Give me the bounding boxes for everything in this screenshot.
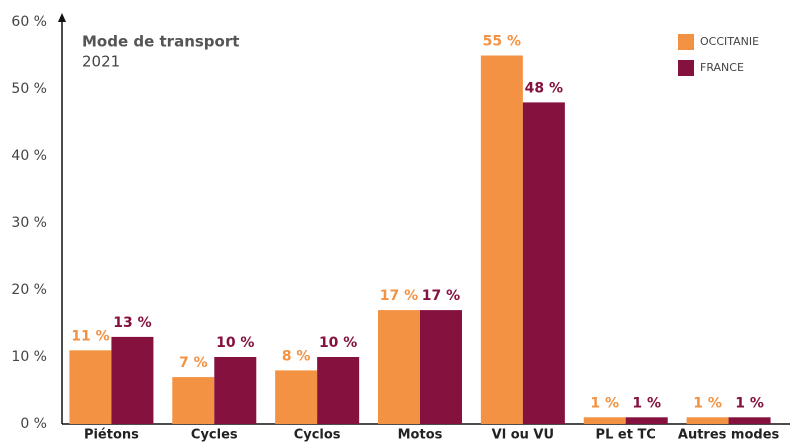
bar (686, 417, 729, 424)
value-label: 17 % (422, 288, 460, 304)
bar (214, 357, 257, 424)
bar (111, 336, 154, 424)
x-tick-label: Cyclos (294, 428, 341, 443)
y-tick-label: 10 % (11, 349, 47, 365)
bar (625, 417, 668, 424)
y-axis-arrow (58, 13, 66, 22)
value-label: 10 % (216, 335, 254, 351)
value-label: 17 % (380, 288, 418, 304)
bar (69, 350, 112, 424)
value-label: 1 % (693, 395, 722, 411)
y-tick-label: 40 % (11, 148, 47, 164)
y-tick-label: 50 % (11, 81, 47, 97)
legend-label: FRANCE (700, 61, 744, 74)
chart-subtitle: 2021 (82, 53, 120, 71)
x-tick-label: Cycles (191, 428, 238, 443)
x-tick-label: Autres modes (678, 428, 780, 443)
value-label: 48 % (525, 80, 563, 96)
bar (728, 417, 771, 424)
x-tick-label: PL et TC (596, 428, 656, 443)
legend-swatch (678, 60, 694, 76)
value-label: 1 % (590, 395, 619, 411)
bar (420, 310, 462, 424)
y-tick-label: 30 % (11, 215, 47, 231)
bar (172, 377, 215, 424)
value-label: 8 % (282, 348, 311, 364)
value-label: 11 % (71, 328, 109, 344)
y-tick-label: 0 % (20, 416, 47, 432)
value-label: 1 % (632, 395, 661, 411)
value-label: 13 % (113, 315, 151, 331)
bar (522, 102, 565, 425)
bar (480, 55, 523, 424)
value-label: 1 % (735, 395, 764, 411)
x-tick-label: Vl ou VU (492, 428, 554, 443)
y-tick-label: 60 % (11, 14, 47, 30)
legend-label: OCCITANIE (700, 35, 759, 48)
legend-swatch (678, 34, 694, 50)
bar (378, 310, 420, 424)
bar (275, 370, 318, 424)
bar (317, 357, 360, 424)
value-label: 7 % (179, 355, 208, 371)
x-tick-label: Motos (398, 428, 443, 443)
x-tick-label: Piétons (84, 428, 139, 443)
value-label: 10 % (319, 335, 357, 351)
bar (583, 417, 626, 424)
chart-title: Mode de transport (82, 33, 239, 51)
y-tick-label: 20 % (11, 282, 47, 298)
value-label: 55 % (483, 34, 521, 50)
